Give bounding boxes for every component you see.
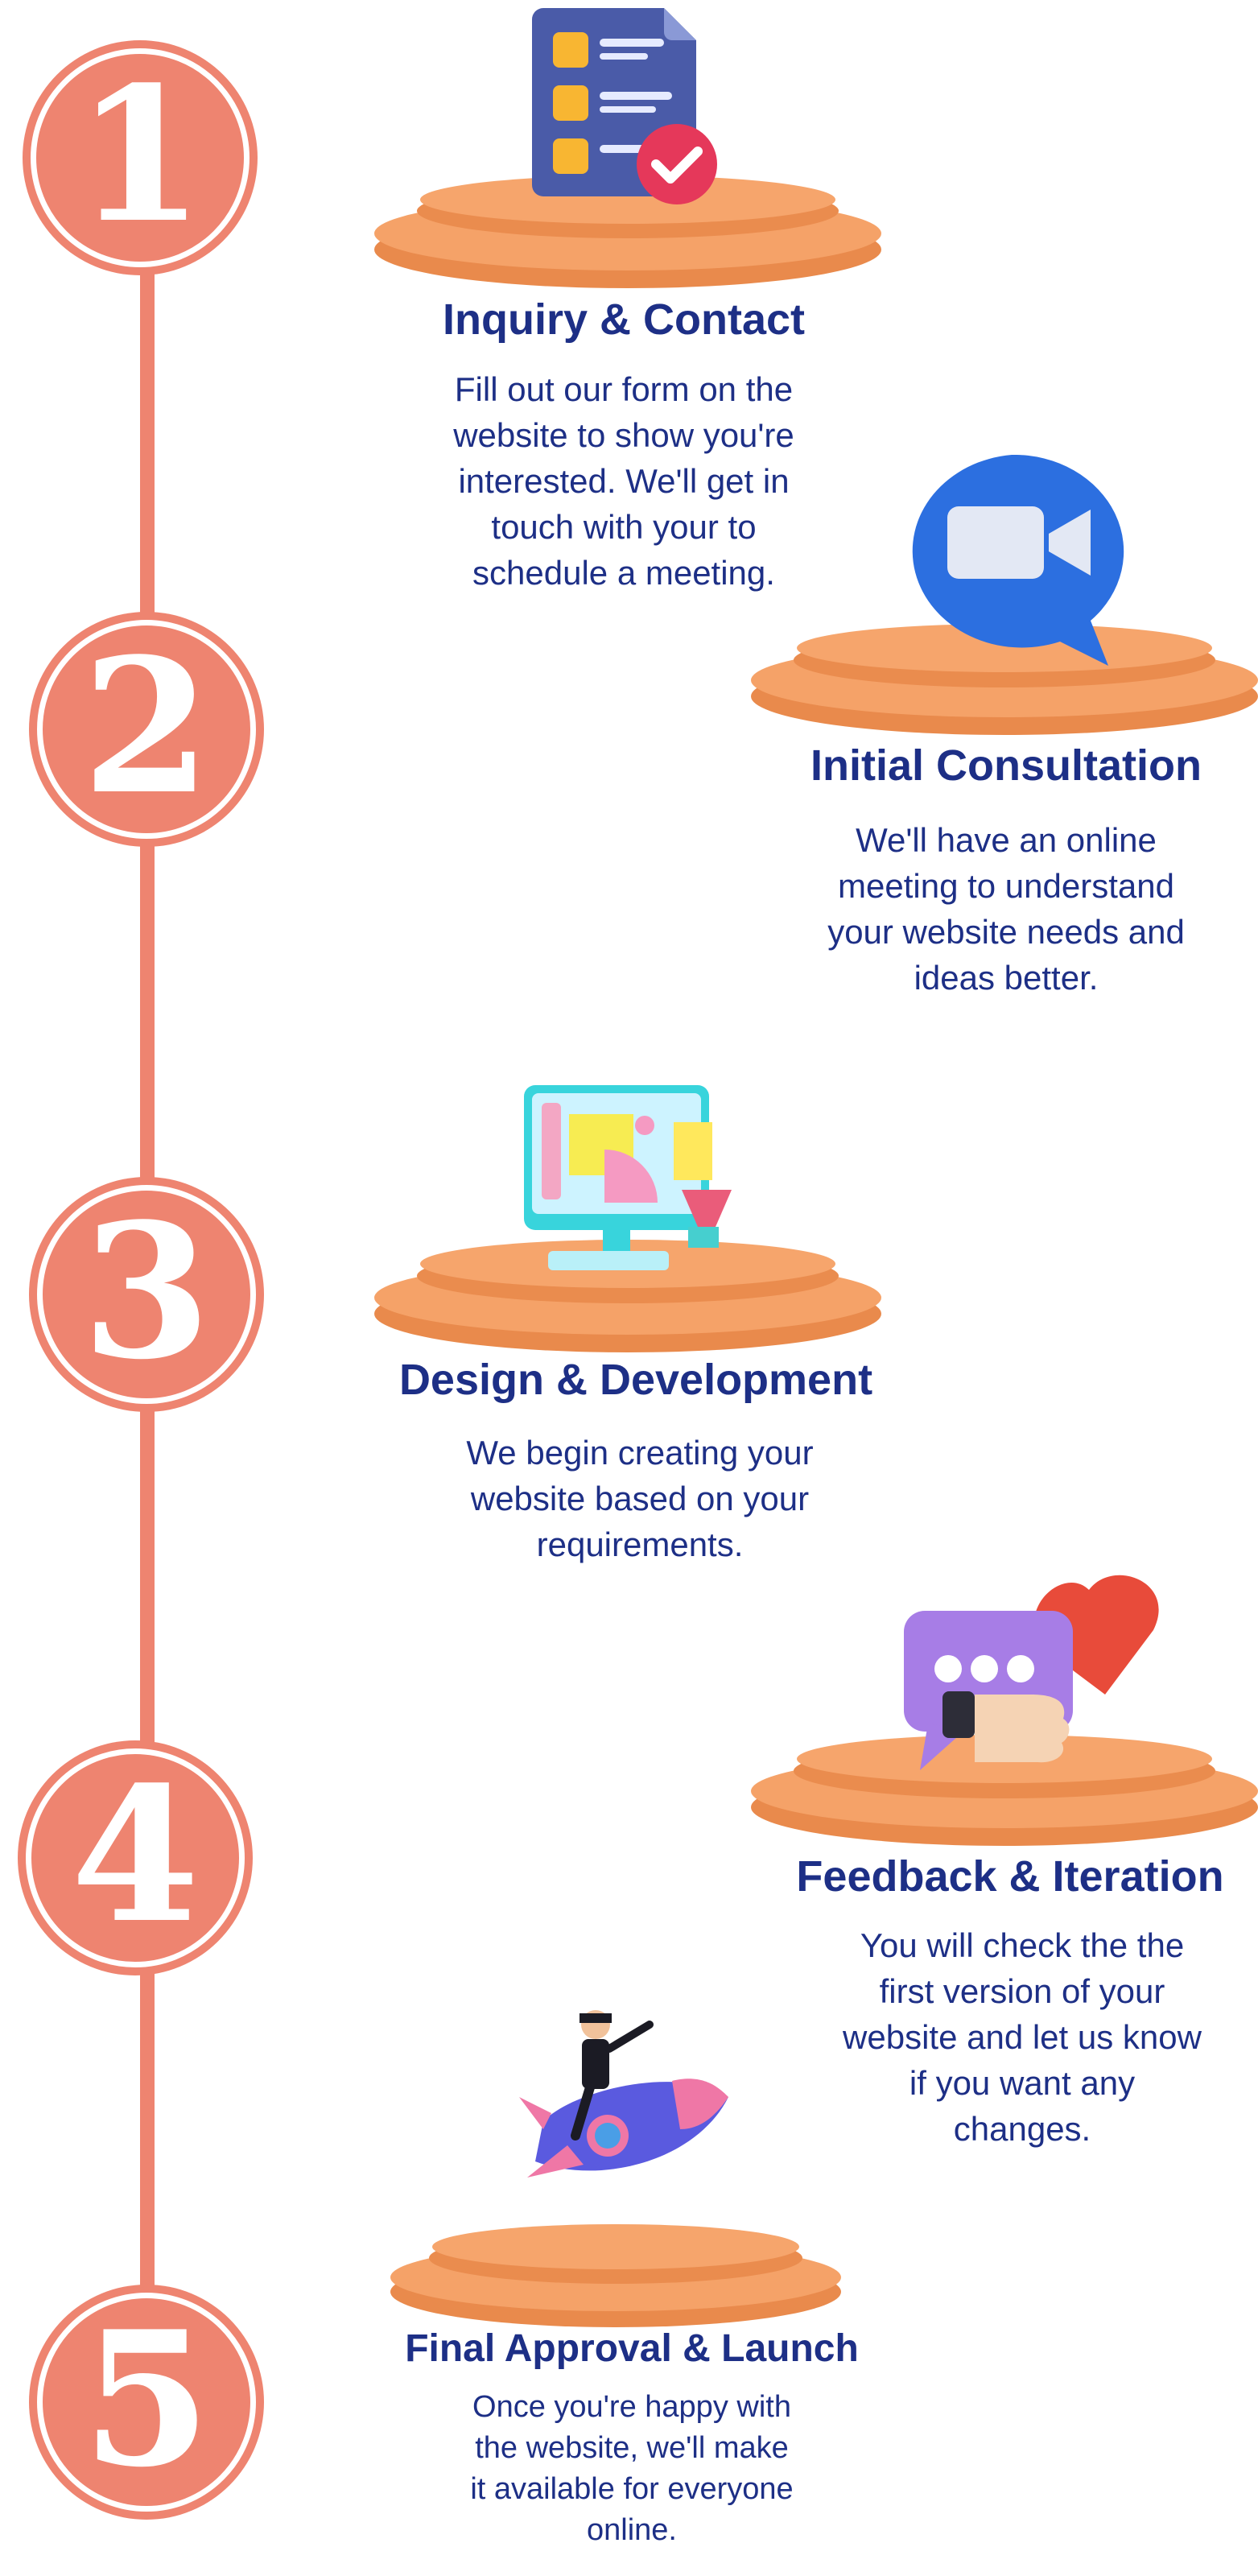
step-number-5-digit: 5: [81, 2291, 212, 2508]
step-3-title: Design & Development: [398, 1356, 873, 1404]
step-5-line-3: it available for everyone: [470, 2472, 794, 2506]
step-4-title: Feedback & Iteration: [796, 1852, 1224, 1901]
video-call-icon: [751, 455, 1258, 735]
step-3-description: We begin creating your website based on …: [394, 1430, 885, 1567]
step-5-title: Final Approval & Launch: [405, 2327, 859, 2370]
step-4-description: You will check the the first version of …: [777, 1922, 1258, 2152]
step-number-5: 5: [29, 2285, 264, 2520]
step-2-line-4: ideas better.: [914, 959, 1099, 997]
step-2-line-2: meeting to understand: [838, 867, 1174, 905]
rocket-launch-icon: [390, 2010, 841, 2327]
step-1-line-1: Fill out our form on the: [454, 370, 794, 408]
step-3-line-3: requirements.: [536, 1525, 744, 1563]
step-2-title: Initial Consultation: [810, 741, 1202, 790]
step-1-line-4: touch with your to: [491, 508, 757, 546]
step-number-1-digit: 1: [75, 47, 205, 264]
step-number-4: 4: [18, 1740, 253, 1975]
step-number-4-digit: 4: [70, 1747, 200, 1964]
step-number-1: 1: [23, 40, 258, 275]
step-1-line-2: website to show you're: [453, 416, 794, 454]
step-3-line-2: website based on your: [470, 1480, 810, 1517]
design-monitor-icon: [374, 1085, 881, 1352]
step-3-line-1: We begin creating your: [466, 1434, 814, 1472]
feedback-icon: [751, 1575, 1258, 1846]
step-number-2: 2: [29, 612, 264, 847]
step-5-description: Once you're happy with the website, we'l…: [406, 2387, 857, 2551]
step-4-line-5: changes.: [953, 2110, 1091, 2148]
step-4-line-3: website and let us know: [843, 2018, 1202, 2056]
step-1-description: Fill out our form on the website to show…: [382, 366, 865, 596]
step-1-title: Inquiry & Contact: [442, 295, 805, 344]
step-number-3-digit: 3: [81, 1183, 212, 1401]
step-5-line-4: online.: [587, 2513, 677, 2547]
step-number-2-digit: 2: [81, 618, 212, 836]
step-2-line-1: We'll have an online: [856, 821, 1157, 859]
step-4-line-2: first version of your: [879, 1972, 1165, 2010]
step-5-line-2: the website, we'll make: [475, 2431, 789, 2465]
step-5-line-1: Once you're happy with: [472, 2390, 791, 2424]
step-4-line-1: You will check the the: [860, 1926, 1185, 1964]
checklist-icon: [374, 8, 881, 288]
step-4-line-4: if you want any: [909, 2064, 1136, 2102]
step-2-line-3: your website needs and: [827, 913, 1185, 951]
step-1-line-5: schedule a meeting.: [472, 554, 775, 592]
step-number-3: 3: [29, 1177, 264, 1412]
step-2-description: We'll have an online meeting to understa…: [761, 817, 1252, 1001]
step-1-line-3: interested. We'll get in: [458, 462, 790, 500]
